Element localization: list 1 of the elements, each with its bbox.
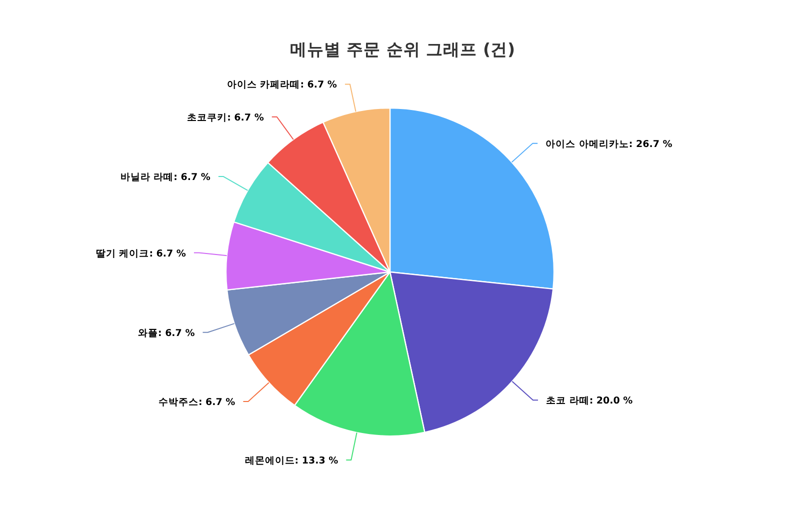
title: 메뉴별 주문 순위 그래프 (건) (290, 40, 516, 59)
